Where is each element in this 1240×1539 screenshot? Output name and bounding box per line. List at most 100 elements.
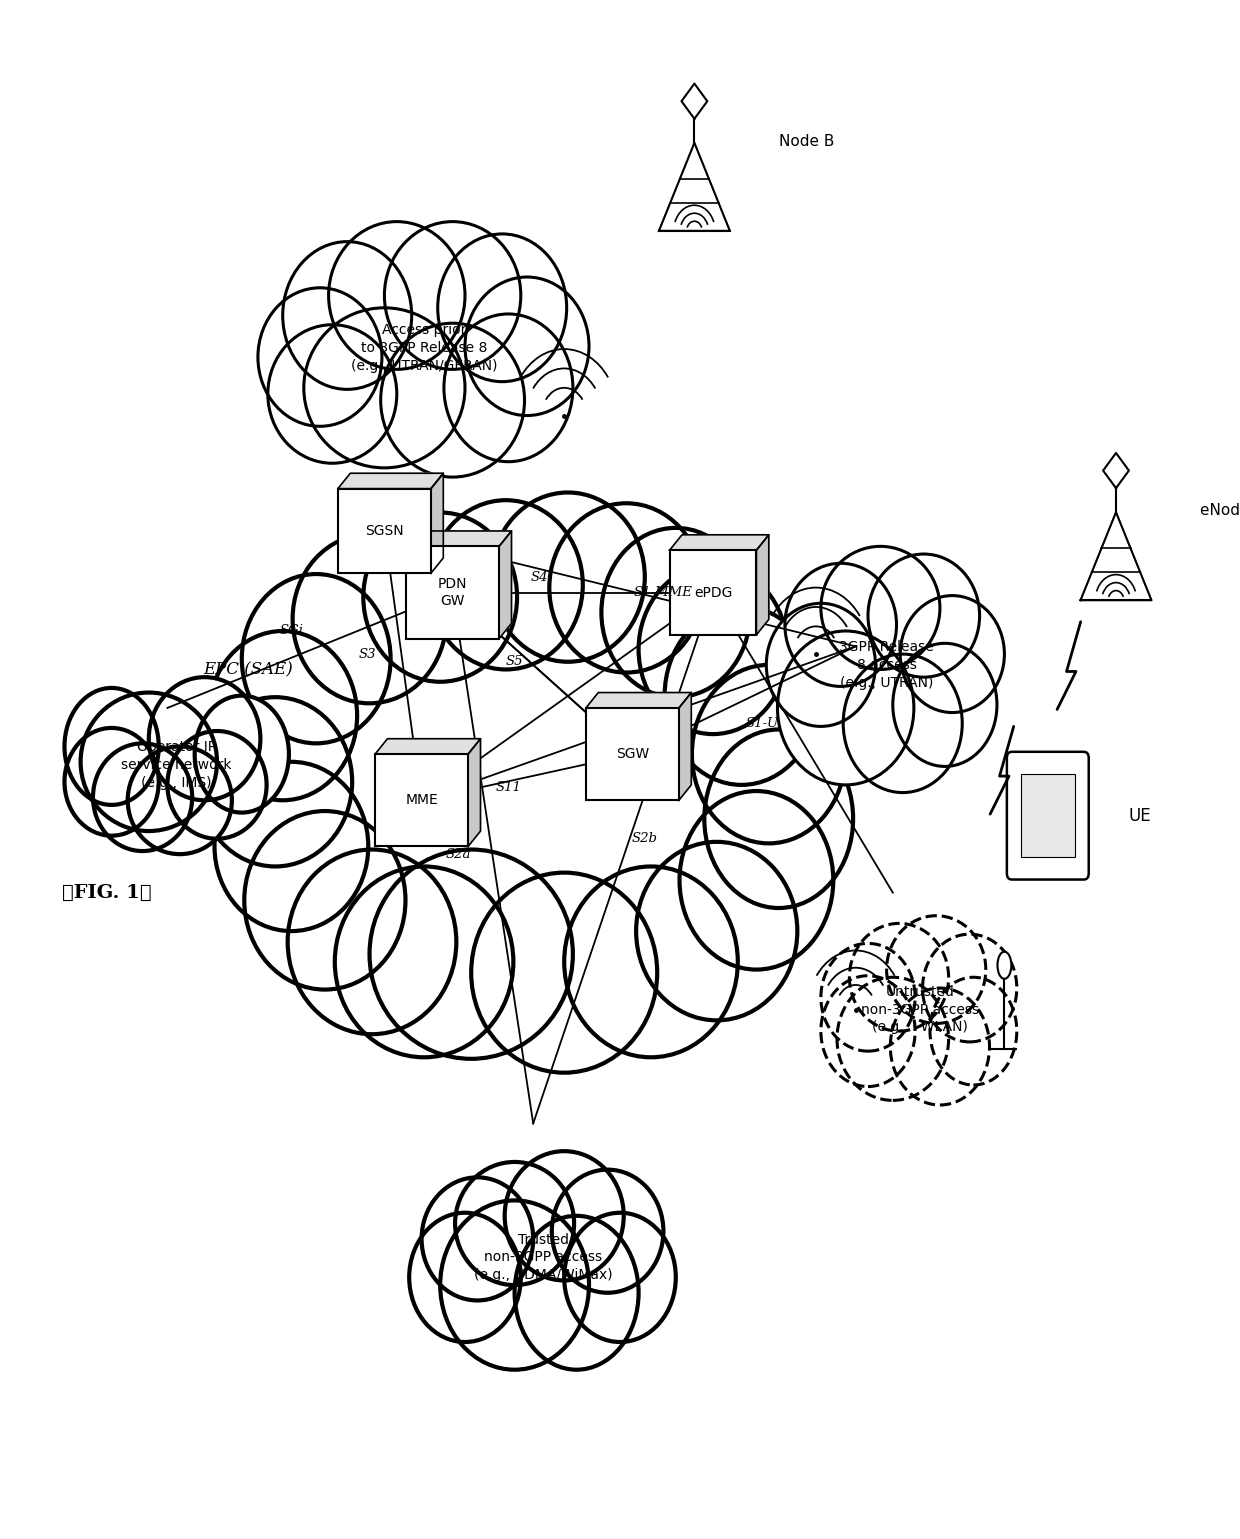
Polygon shape [498,531,511,639]
Ellipse shape [636,842,797,1020]
Text: 【FIG. 1】: 【FIG. 1】 [62,883,151,902]
Ellipse shape [505,1151,624,1280]
Text: Node B: Node B [779,134,835,149]
Ellipse shape [283,242,412,389]
Text: Trusted
non-3GPP access
(e.g., CDMA/WiMax): Trusted non-3GPP access (e.g., CDMA/WiMa… [474,1233,613,1282]
Ellipse shape [149,677,260,800]
Ellipse shape [440,1200,589,1370]
Text: ePDG: ePDG [694,585,732,600]
Ellipse shape [821,943,915,1051]
FancyBboxPatch shape [337,489,432,573]
Ellipse shape [821,976,915,1087]
Ellipse shape [785,563,897,686]
FancyBboxPatch shape [1021,774,1075,857]
Text: S1-U: S1-U [746,717,779,729]
Ellipse shape [293,534,446,703]
Ellipse shape [258,288,382,426]
Ellipse shape [381,323,525,477]
Text: SGW: SGW [616,746,649,762]
FancyBboxPatch shape [1007,753,1089,880]
Ellipse shape [900,596,1004,713]
Text: S3: S3 [358,648,376,660]
Text: S11: S11 [496,782,521,794]
Ellipse shape [639,565,787,734]
Ellipse shape [429,500,583,669]
Ellipse shape [370,850,573,1059]
FancyBboxPatch shape [670,549,756,634]
Ellipse shape [868,554,980,677]
Text: S4: S4 [531,571,548,583]
FancyBboxPatch shape [407,546,498,639]
Polygon shape [376,739,481,754]
Ellipse shape [167,731,267,839]
Ellipse shape [242,574,391,743]
Text: MME: MME [405,793,438,808]
Ellipse shape [893,643,997,766]
Ellipse shape [564,866,738,1057]
Text: SGi: SGi [279,625,304,637]
Ellipse shape [215,762,368,931]
Text: PDN
GW: PDN GW [438,577,467,608]
Ellipse shape [680,791,833,970]
Ellipse shape [244,811,405,990]
Ellipse shape [363,512,517,682]
Ellipse shape [268,325,397,463]
Ellipse shape [491,492,645,662]
Text: EPC (SAE): EPC (SAE) [203,660,293,679]
Ellipse shape [923,934,1017,1042]
Polygon shape [337,474,444,489]
Text: Untrusted
non-3GPP access
(e.g., I-WLAN): Untrusted non-3GPP access (e.g., I-WLAN) [861,985,980,1034]
Ellipse shape [335,866,513,1057]
Ellipse shape [890,988,990,1105]
Polygon shape [432,474,444,573]
Text: Operator IP
service network
(e.g., IMS): Operator IP service network (e.g., IMS) [120,740,232,790]
Text: UE: UE [1128,806,1151,825]
FancyBboxPatch shape [587,708,680,800]
Ellipse shape [601,528,750,697]
Ellipse shape [208,631,357,800]
Ellipse shape [704,729,853,908]
Ellipse shape [128,746,232,854]
Polygon shape [587,693,692,708]
Polygon shape [1104,452,1128,488]
Ellipse shape [455,1162,574,1285]
Ellipse shape [304,308,465,468]
Ellipse shape [766,603,875,726]
Polygon shape [407,531,511,546]
Polygon shape [756,536,769,634]
Text: eNode B: eNode B [1200,503,1240,519]
Ellipse shape [288,850,456,1034]
Text: S5: S5 [506,656,523,668]
Text: S2a: S2a [446,848,471,860]
Ellipse shape [198,697,352,866]
Ellipse shape [515,1216,639,1370]
Polygon shape [469,739,481,846]
Ellipse shape [849,923,949,1031]
Ellipse shape [837,977,949,1100]
Ellipse shape [438,234,567,382]
Text: S1-MME: S1-MME [634,586,693,599]
Ellipse shape [329,222,465,369]
Ellipse shape [821,546,940,669]
Ellipse shape [552,1170,663,1293]
Ellipse shape [471,873,657,1073]
Text: SGSN: SGSN [365,523,404,539]
Ellipse shape [930,977,1017,1085]
Ellipse shape [549,503,703,673]
Ellipse shape [692,665,846,843]
Polygon shape [680,693,692,800]
Text: 3GPP Release
8 access
(e.g., UTRAN): 3GPP Release 8 access (e.g., UTRAN) [839,640,934,689]
Ellipse shape [64,728,159,836]
Ellipse shape [564,1213,676,1342]
Ellipse shape [81,693,217,831]
Ellipse shape [64,688,159,805]
Ellipse shape [409,1213,521,1342]
Text: S2b: S2b [632,833,657,845]
Polygon shape [670,536,769,551]
Ellipse shape [777,631,914,785]
Polygon shape [682,83,707,119]
Ellipse shape [465,277,589,416]
Ellipse shape [195,696,289,813]
Ellipse shape [422,1177,533,1300]
Ellipse shape [444,314,573,462]
